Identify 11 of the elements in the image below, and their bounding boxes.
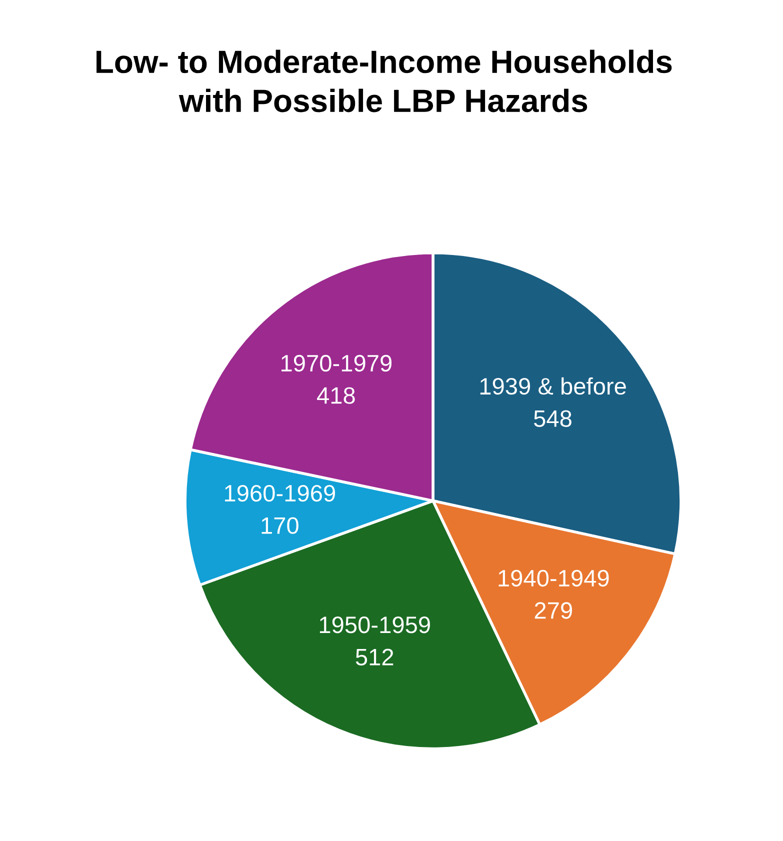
slice-label: 1950-1959 [320, 616, 430, 634]
slice-label: 1960-1969 [225, 484, 335, 502]
data-label: 548 [534, 410, 572, 427]
slice-label: 1939 & before [480, 377, 626, 395]
data-label: 418 [317, 387, 355, 404]
slice-label: 1970-1979 [282, 354, 392, 372]
chart-title: Low- to Moderate-Income Households with Possible LBP Hazards [96, 50, 672, 112]
data-label: 512 [356, 648, 394, 666]
slice-label: 1940-1949 [498, 570, 609, 587]
data-label: 170 [262, 517, 298, 534]
data-label: 279 [534, 602, 572, 619]
